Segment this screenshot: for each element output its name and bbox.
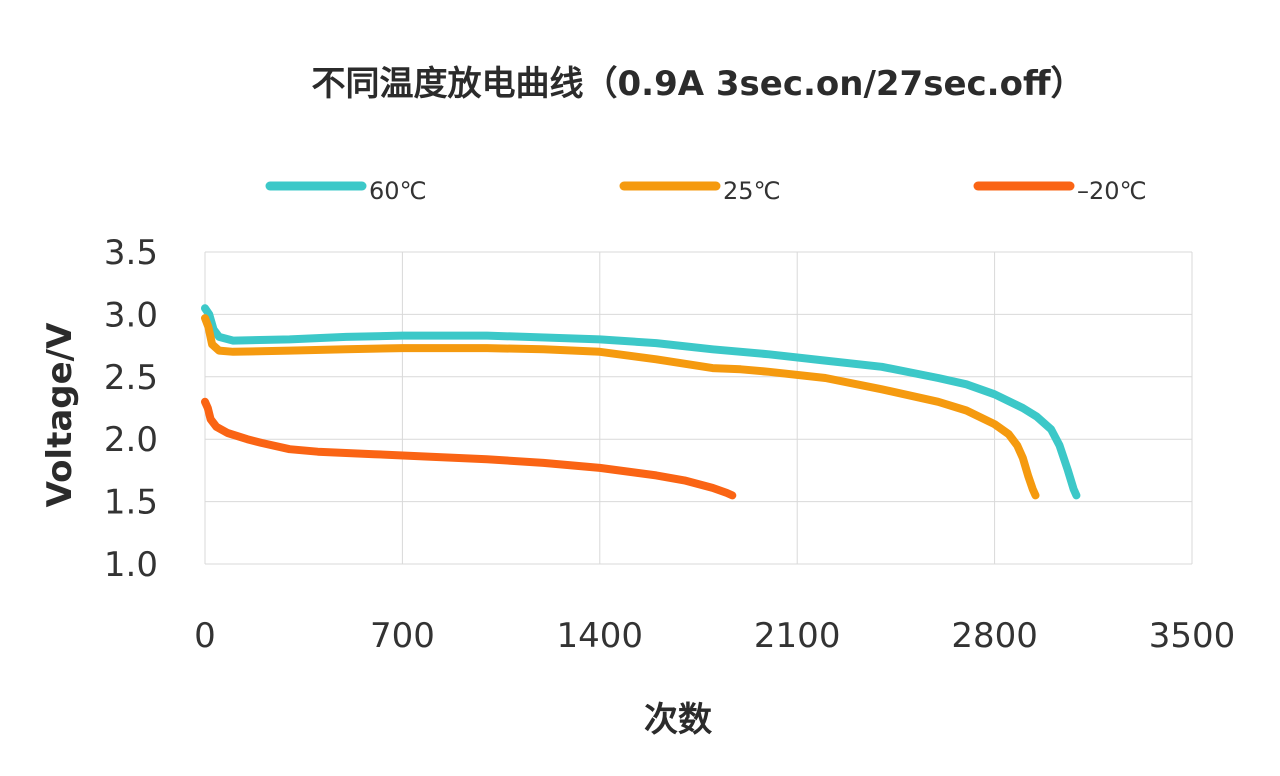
x-tick-label: 2800 (951, 616, 1038, 656)
y-tick-label: 2.5 (104, 358, 158, 398)
series-line-1 (201, 314, 1040, 500)
legend-item-60c: 60℃ (265, 177, 427, 205)
grid (204, 251, 1193, 565)
y-tick-labels: 1.0 1.5 2.0 2.5 3.0 3.5 (104, 233, 158, 585)
x-axis-title: 次数 (644, 700, 712, 740)
x-tick-labels: 0 700 1400 2100 2800 3500 (194, 616, 1235, 656)
series-lines (201, 304, 1081, 500)
legend-label-25c: 25℃ (723, 177, 781, 205)
y-axis-title: Voltage/V (40, 322, 80, 507)
y-tick-label: 2.0 (104, 420, 158, 460)
chart-title: 不同温度放电曲线（0.9A 3sec.on/27sec.off） (312, 64, 1085, 104)
legend-label-60c: 60℃ (369, 177, 427, 205)
x-tick-label: 1400 (557, 616, 644, 656)
series-line-2 (201, 397, 737, 500)
x-tick-label: 3500 (1149, 616, 1236, 656)
y-tick-label: 3.0 (104, 295, 158, 335)
y-tick-label: 1.5 (104, 483, 158, 523)
y-tick-label: 3.5 (104, 233, 158, 273)
legend-item-25c: 25℃ (619, 177, 781, 205)
legend: 60℃ 25℃ –20℃ (265, 177, 1147, 205)
legend-item-minus20c: –20℃ (973, 177, 1147, 205)
x-tick-label: 700 (370, 616, 435, 656)
x-tick-label: 0 (194, 616, 216, 656)
legend-label-minus20c: –20℃ (1077, 177, 1147, 205)
x-tick-label: 2100 (754, 616, 841, 656)
series-line-0 (201, 304, 1081, 500)
y-tick-label: 1.0 (104, 545, 158, 585)
